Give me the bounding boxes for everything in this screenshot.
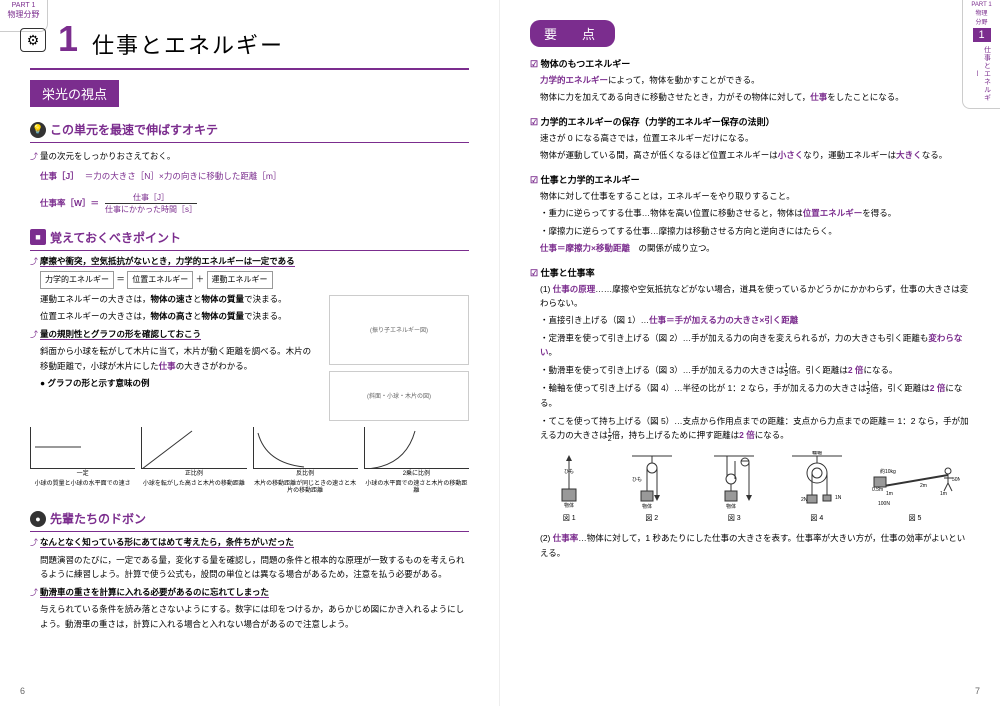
bomb-icon: ●: [30, 511, 46, 527]
svg-text:100N: 100N: [878, 501, 890, 507]
title-rule: [30, 68, 469, 70]
kp2-head: 力学的エネルギーの保存（力学的エネルギー保存の法則）: [530, 115, 970, 128]
okite-body: ⤴量の次元をしっかりおさえておく。: [30, 149, 469, 164]
graph-inverse: 反比例 木片の移動距離が同じときの速さと木片の移動距離: [253, 427, 358, 496]
part-tab-right: PART 1 物理 分野 1 仕事とエネルギー: [962, 0, 1000, 109]
chapter-number: 1: [58, 18, 78, 60]
svg-text:物体: 物体: [726, 503, 736, 509]
svg-text:物体: 物体: [642, 503, 652, 509]
page-spread: PART 1 物理分野 ⚙ 1 仕事とエネルギー 栄光の視点 💡 この単元を最速…: [0, 0, 1000, 706]
svg-text:1N: 1N: [835, 495, 842, 501]
page-number-right: 7: [975, 686, 980, 696]
pendulum-diagram: (振り子エネルギー図): [329, 295, 469, 365]
figure-row: ひも 物体 図 1 ひも 物体 図 2: [530, 451, 970, 523]
two-col: 運動エネルギーの大きさは，物体の速さと物体の質量で決まる。 位置エネルギーの大き…: [30, 289, 469, 421]
energy-boxes: 力学的エネルギー ＝ 位置エネルギー ＋ 運動エネルギー: [30, 271, 469, 289]
graph-proportional: 正比例 小球を転がした高さと木片の移動距離: [141, 427, 246, 496]
svg-text:2m: 2m: [920, 483, 927, 489]
kp3-head: 仕事と力学的エネルギー: [530, 173, 970, 186]
subhead-point: ■ 覚えておくべきポイント: [30, 229, 469, 246]
section-eiko: 栄光の視点: [30, 80, 119, 107]
work-formula: 仕事［J］ ＝力の大きさ［N］×力の向きに移動した距離［m］: [30, 170, 469, 182]
tab-line1: PART 1: [0, 2, 47, 9]
fig1: ひも 物体 図 1: [530, 451, 609, 523]
left-page: PART 1 物理分野 ⚙ 1 仕事とエネルギー 栄光の視点 💡 この単元を最速…: [0, 0, 500, 706]
fraction: 仕事［J］ 仕事にかかった時間［s］: [105, 192, 197, 215]
subhead-dobon-text: 先輩たちのドボン: [50, 510, 146, 527]
svg-text:ひも: ひも: [564, 469, 574, 475]
page-number-left: 6: [20, 686, 25, 696]
svg-text:物体: 物体: [564, 502, 574, 509]
subhead-dobon: ● 先輩たちのドボン: [30, 510, 469, 527]
kp1-head: 物体のもつエネルギー: [530, 57, 970, 70]
fig3: 物体 図 3: [695, 451, 774, 523]
pulley-icon: ⚙: [20, 28, 46, 52]
fig4: 輪軸 1N 2N 図 4: [778, 451, 857, 523]
graph-square: 2乗に比例 小球の水平面での速さと木片の移動距離: [364, 427, 469, 496]
right-page: PART 1 物理 分野 1 仕事とエネルギー 要 点 物体のもつエネルギー 力…: [500, 0, 1000, 706]
arrow-icon: ⤴: [30, 152, 38, 161]
subhead-point-text: 覚えておくべきポイント: [50, 229, 181, 246]
svg-text:0.5m: 0.5m: [872, 487, 883, 493]
point1: ⤴摩擦や衝突，空気抵抗がないとき，力学的エネルギーは一定である: [30, 254, 469, 269]
fig5: 約10kg 100N 1m 2m 1m 50N 0.5m 図 5: [860, 451, 970, 523]
book-icon: ■: [30, 229, 46, 245]
slope-diagram: (斜面・小球・木片の図): [329, 371, 469, 421]
svg-text:ひも: ひも: [632, 477, 642, 483]
power-formula: 仕事率［W］＝ 仕事［J］ 仕事にかかった時間［s］: [30, 192, 469, 215]
graph-examples: 一定 小球の質量と小球の水平面での速さ 正比例 小球を転がした高さと木片の移動距…: [30, 427, 469, 496]
chapter-title: 仕事とエネルギー: [92, 28, 284, 60]
kp4-head: 仕事と仕事率: [530, 266, 970, 279]
fig2: ひも 物体 図 2: [613, 451, 692, 523]
keypoints-title: 要 点: [530, 20, 615, 47]
svg-text:約10kg: 約10kg: [880, 468, 896, 475]
svg-text:輪軸: 輪軸: [812, 451, 822, 456]
bulb-icon: 💡: [30, 122, 46, 138]
graph-constant: 一定 小球の質量と小球の水平面での速さ: [30, 427, 135, 496]
tab-line2: 物理分野: [0, 9, 47, 20]
underline: [30, 140, 469, 143]
subhead-okite-text: この単元を最速で伸ばすオキテ: [50, 121, 218, 138]
svg-text:2N: 2N: [801, 497, 808, 503]
svg-text:50N: 50N: [952, 477, 960, 483]
svg-text:1m: 1m: [886, 491, 893, 497]
svg-text:1m: 1m: [940, 491, 947, 497]
subhead-okite: 💡 この単元を最速で伸ばすオキテ: [30, 121, 469, 138]
